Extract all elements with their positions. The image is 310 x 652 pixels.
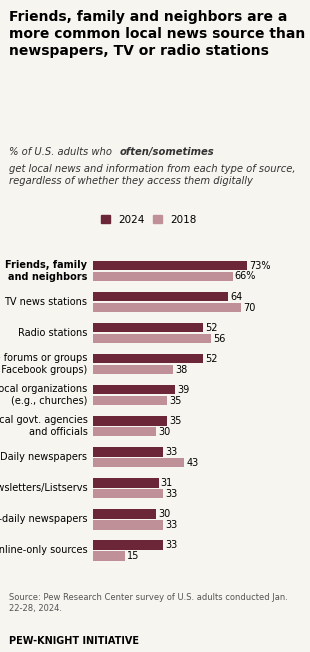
Bar — [93, 551, 125, 561]
Text: Source: Pew Research Center survey of U.S. adults conducted Jan.
22-28, 2024.: Source: Pew Research Center survey of U.… — [9, 593, 288, 614]
Text: 39: 39 — [178, 385, 190, 395]
Text: 56: 56 — [214, 334, 226, 344]
Bar — [93, 261, 247, 271]
Text: 35: 35 — [169, 396, 182, 406]
Text: 33: 33 — [165, 540, 177, 550]
Text: 30: 30 — [159, 426, 171, 437]
Text: 15: 15 — [127, 551, 139, 561]
Bar — [93, 323, 203, 333]
Bar — [93, 303, 241, 312]
Text: 30: 30 — [159, 509, 171, 519]
Bar — [93, 334, 211, 343]
Bar — [93, 520, 163, 529]
Bar — [93, 396, 167, 406]
Legend: 2024, 2018: 2024, 2018 — [96, 211, 201, 229]
Bar — [93, 489, 163, 499]
Text: 52: 52 — [205, 354, 218, 364]
Bar — [93, 458, 184, 467]
Text: % of U.S. adults who: % of U.S. adults who — [9, 147, 115, 156]
Text: 64: 64 — [231, 291, 243, 302]
Bar — [93, 427, 157, 436]
Bar — [93, 292, 228, 301]
Text: often/sometimes: often/sometimes — [119, 147, 214, 156]
Text: 35: 35 — [169, 416, 182, 426]
Bar — [93, 385, 175, 394]
Text: 33: 33 — [165, 447, 177, 457]
Text: 66%: 66% — [235, 271, 256, 282]
Bar — [93, 541, 163, 550]
Text: 33: 33 — [165, 520, 177, 530]
Text: 43: 43 — [186, 458, 198, 467]
Text: Friends, family and neighbors are a
more common local news source than
newspaper: Friends, family and neighbors are a more… — [9, 10, 306, 59]
Text: 52: 52 — [205, 323, 218, 333]
Bar — [93, 416, 167, 426]
Bar — [93, 447, 163, 456]
Bar — [93, 509, 157, 518]
Text: get local news and information from each type of source,
regardless of whether t: get local news and information from each… — [9, 164, 296, 186]
Text: 38: 38 — [175, 364, 188, 375]
Text: 70: 70 — [243, 303, 255, 312]
Bar — [93, 354, 203, 363]
Text: 73%: 73% — [250, 261, 271, 271]
Text: 31: 31 — [161, 478, 173, 488]
Bar — [93, 479, 159, 488]
Text: 33: 33 — [165, 489, 177, 499]
Bar — [93, 365, 173, 374]
Text: PEW-KNIGHT INITIATIVE: PEW-KNIGHT INITIATIVE — [9, 636, 139, 645]
Bar — [93, 272, 232, 281]
